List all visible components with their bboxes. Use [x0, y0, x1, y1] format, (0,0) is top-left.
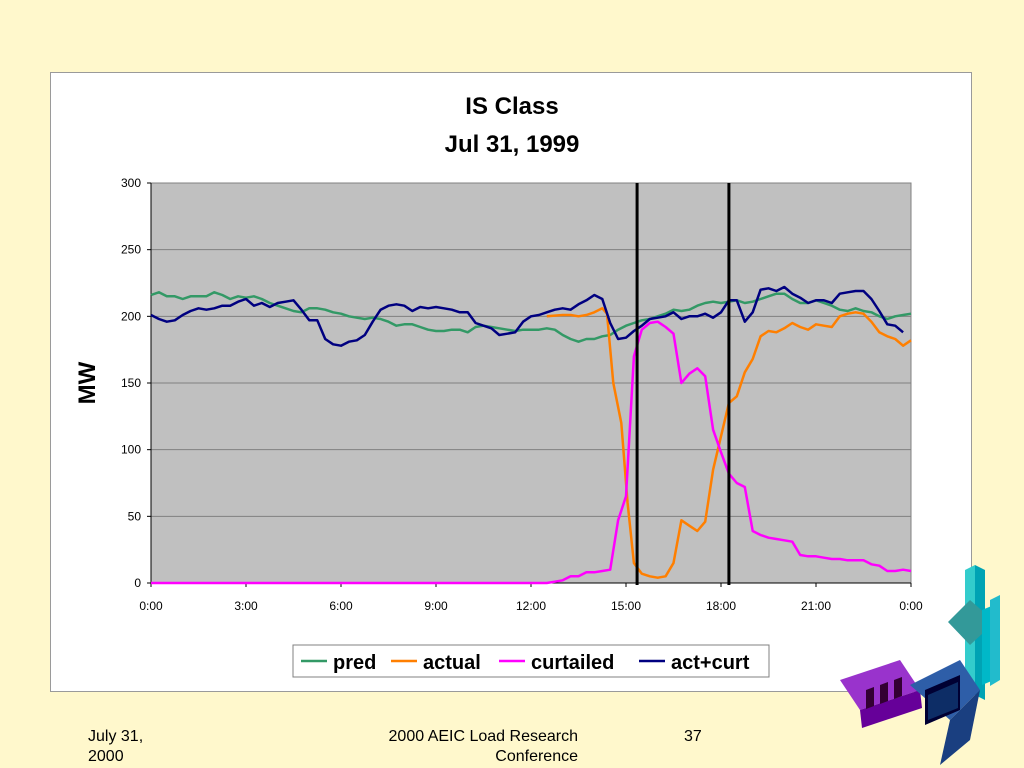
x-tick-label: 6:00: [329, 599, 353, 613]
legend-label: curtailed: [531, 652, 614, 674]
x-tick-label: 0:00: [899, 599, 923, 613]
y-tick-label: 0: [134, 576, 141, 590]
y-tick-label: 50: [128, 509, 142, 523]
legend-label: act+curt: [671, 652, 750, 674]
grid-lines: [151, 249, 911, 517]
y-tick-label: 300: [121, 176, 141, 190]
chart-subtitle: Jul 31, 1999: [445, 131, 580, 158]
legend-box: [292, 644, 770, 678]
series-line-pred: [150, 291, 912, 343]
y-tick-label: 200: [121, 309, 141, 323]
x-tick-label: 18:00: [706, 599, 736, 613]
building-blocks-illustration: [840, 565, 1000, 765]
axis-ticks: 0 50 100 150 200 250 300 0:00 3:00 6:00 9:00 12:00 1…: [121, 176, 923, 613]
legend-label: pred: [333, 652, 376, 674]
series-line-curtailed: [151, 320, 912, 585]
legend: pred actual curtailed act+curt: [292, 644, 770, 678]
chart-panel: IS Class Jul 31, 1999 MW 0 50 100 150 200 250…: [50, 72, 972, 692]
x-tick-label: 0:00: [139, 599, 163, 613]
x-tick-label: 15:00: [611, 599, 641, 613]
chart-title: IS Class: [465, 93, 558, 120]
chart-svg: IS Class Jul 31, 1999 MW 0 50 100 150 200 250…: [74, 93, 923, 678]
x-tick-label: 9:00: [424, 599, 448, 613]
y-tick-label: 100: [121, 443, 141, 457]
page-number: 37: [684, 728, 702, 745]
legend-label: actual: [423, 652, 481, 674]
x-tick-label: 12:00: [516, 599, 546, 613]
series-line-act-curt: [150, 285, 904, 347]
x-tick-label: 3:00: [234, 599, 258, 613]
vertical-markers: [635, 183, 731, 585]
x-tick-label: 21:00: [801, 599, 831, 613]
y-tick-label: 250: [121, 243, 141, 257]
footer-conference: 2000 AEIC Load Research Conference: [388, 728, 578, 765]
y-axis-label: MW: [74, 361, 101, 404]
footer-date: July 31, 2000: [88, 728, 144, 765]
y-tick-label: 150: [121, 376, 141, 390]
